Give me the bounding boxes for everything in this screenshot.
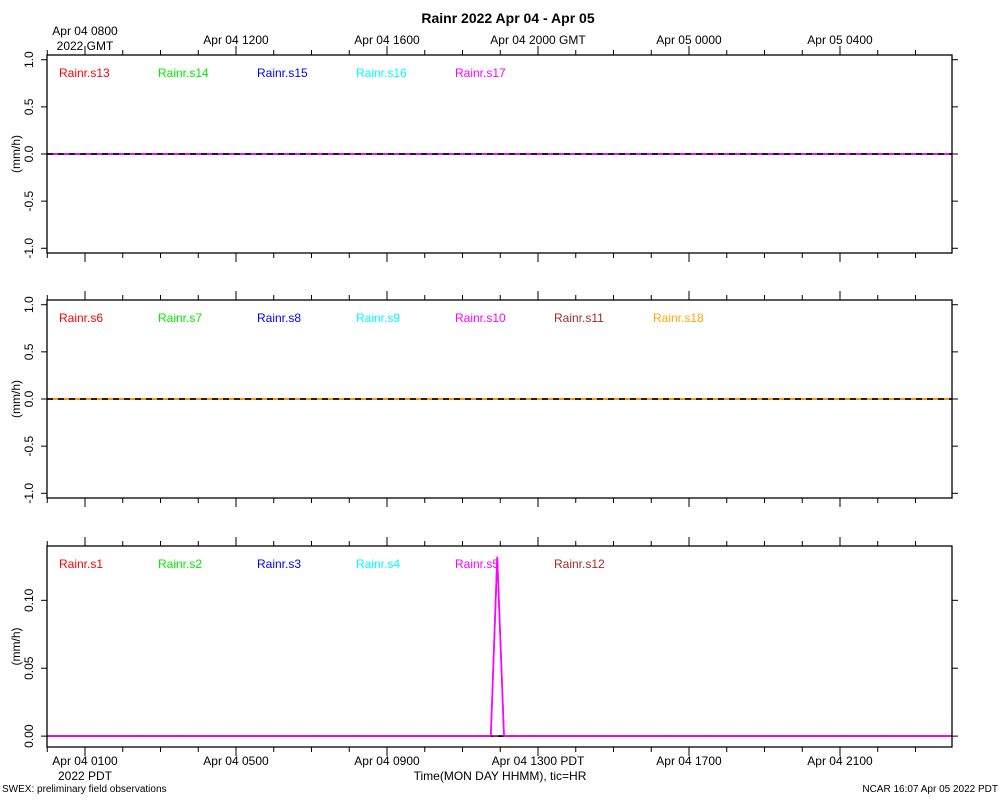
chart-panels: Apr 04 0800 Apr 04 1200 Apr 04 1600 Apr 04 … [9,24,958,768]
legend-entry: Rainr.s12 [554,557,605,571]
y-tick-label: 0.0 [22,390,36,407]
x-axis-label: Time(MON DAY HHMM), tic=HR [414,769,587,783]
legend-entry: Rainr.s2 [158,557,202,571]
y-tick-label: 0.00 [22,724,36,748]
panel-frame [46,299,953,499]
legend-entry: Rainr.s6 [59,311,103,325]
y-tick-label: 1.0 [22,51,36,68]
legend-entry: Rainr.s15 [257,66,308,80]
y-tick-label: -0.5 [22,435,36,456]
bottom-tick-label: Apr 04 1700 [656,754,722,768]
y-tick-label: 0.5 [22,343,36,360]
legend-entry: Rainr.s7 [158,311,202,325]
panel-2: -1.0 -0.5 0.0 0.5 1.0 (mm/h) Rainr.s6 Rainr.s7 R… [9,291,958,507]
legend-entry: Rainr.s16 [356,66,407,80]
legend-entry: Rainr.s18 [653,311,704,325]
legend-entry: Rainr.s4 [356,557,400,571]
top-tick-label: Apr 04 2000 GMT [490,33,586,47]
top-tick-label: Apr 05 0000 [656,33,722,47]
series-line-Rainr.s5 [47,556,952,737]
y-tick-label: 0.10 [22,588,36,612]
y-axis-label: (mm/h) [9,628,23,666]
y-axis-label: (mm/h) [9,135,23,173]
legend-entry: Rainr.s9 [356,311,400,325]
bottom-tick-label: Apr 04 0900 [354,754,420,768]
y-tick-label: 1.0 [22,296,36,313]
bottom-tick-label: Apr 04 0100 [52,754,118,768]
top-tick-label: Apr 04 1600 [354,33,420,47]
legend-entry: Rainr.s1 [59,557,103,571]
bottom-tick-label: Apr 04 0500 [203,754,269,768]
chart-title: Rainr 2022 Apr 04 - Apr 05 [421,10,594,26]
panel-frame [46,545,953,748]
bottom-tick-label: Apr 04 2100 [807,754,873,768]
series-peak-Rainr.s5 [47,556,952,737]
y-tick-label: 0.5 [22,98,36,115]
top-tick-label: Apr 04 0800 [52,24,118,38]
legend-entry: Rainr.s3 [257,557,301,571]
y-tick-label: 0.05 [22,656,36,680]
legend-entry: Rainr.s14 [158,66,209,80]
y-tick-label: -1.0 [22,238,36,259]
legend-entry: Rainr.s5 [455,557,499,571]
y-tick-label: 0.0 [22,145,36,162]
panel-frame [46,54,953,254]
legend-entry: Rainr.s11 [554,311,604,325]
y-tick-label: -1.0 [22,483,36,504]
y-axis-label: (mm/h) [9,380,23,418]
legend-entry: Rainr.s10 [455,311,506,325]
top-tick-label: Apr 05 0400 [807,33,873,47]
legend-entry: Rainr.s13 [59,66,110,80]
footer-right: NCAR 16:07 Apr 05 2022 PDT [862,784,998,795]
y-tick-label: -0.5 [22,190,36,211]
panel-1: -1.0 -0.5 0.0 0.5 1.0 (mm/h) Rainr.s13 Rainr.s1… [9,46,958,262]
panel-3: 0.00 0.05 0.10 (mm/h) Rainr.s1 Rainr.s2 Rainr.… [9,537,958,756]
legend-entry: Rainr.s17 [455,66,506,80]
bottom-tick-label: Apr 04 1300 PDT [492,754,585,768]
top-tick-label: Apr 04 1200 [203,33,269,47]
footer-left: SWEX: preliminary field observations [2,784,167,795]
pdt-year-label: 2022 PDT [58,769,113,783]
legend-entry: Rainr.s8 [257,311,301,325]
